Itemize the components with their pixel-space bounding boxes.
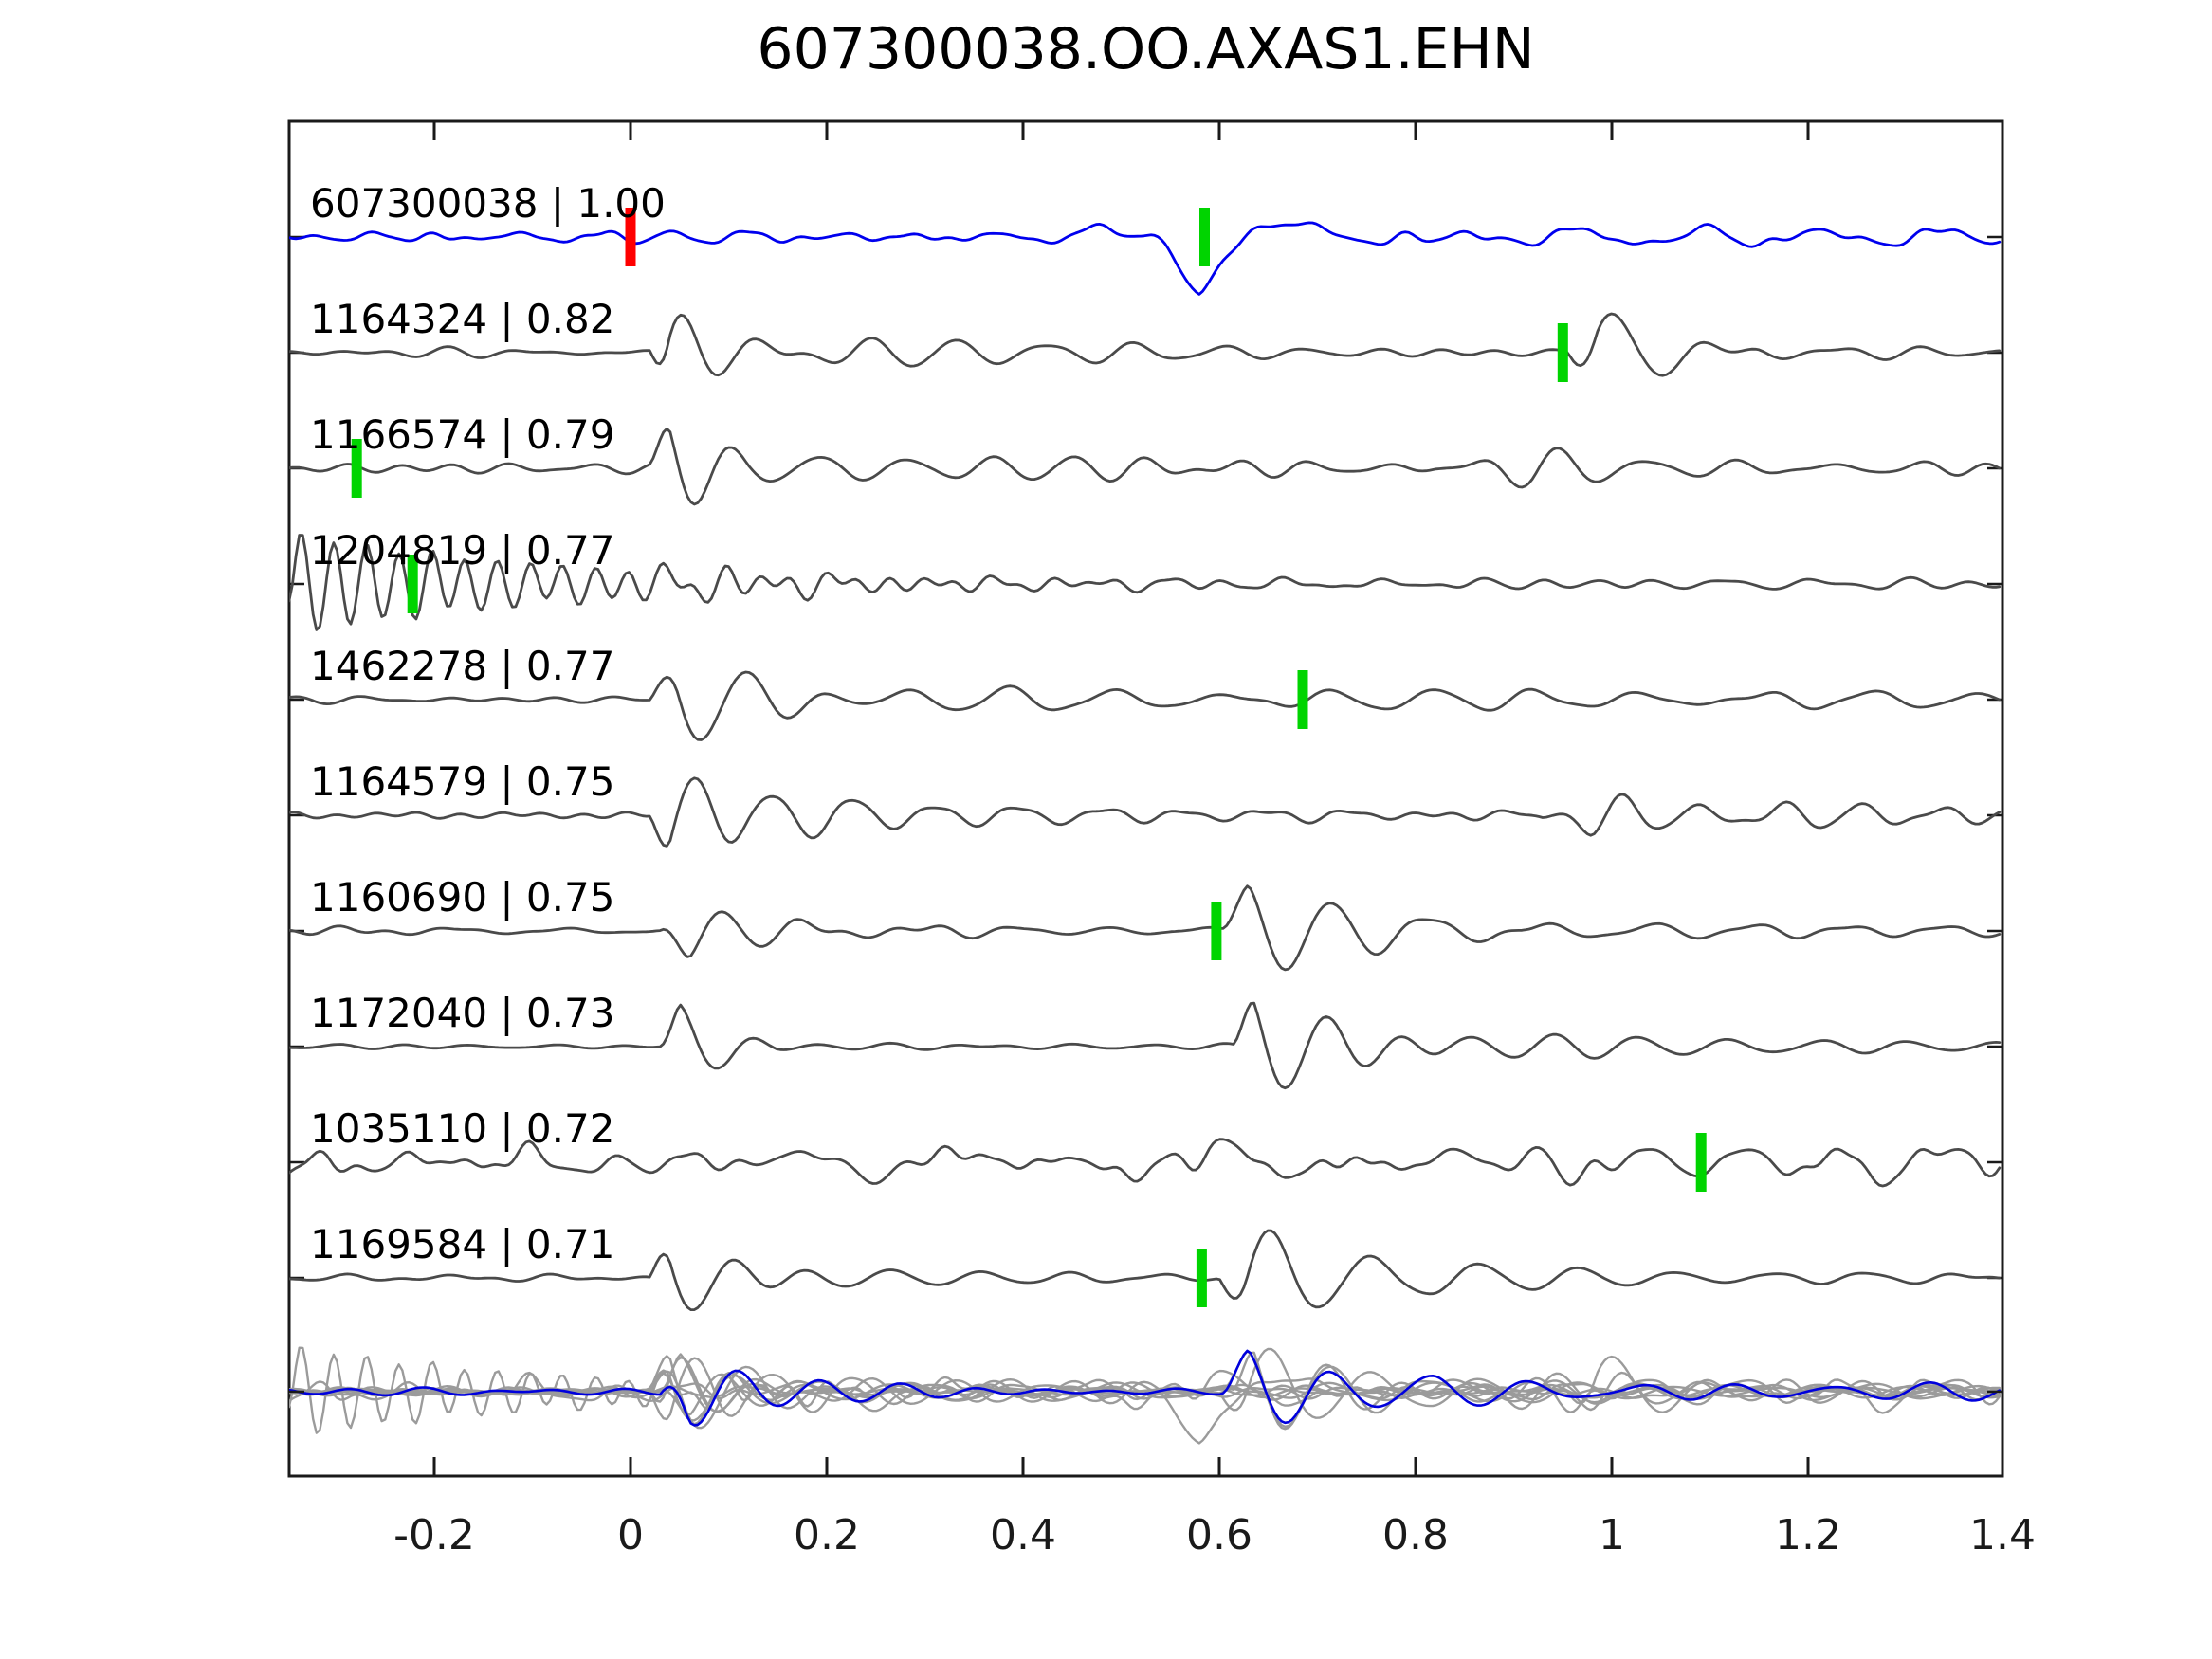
trace-label-1169584: 1169584 | 0.71 [310,1221,615,1267]
trace-row-1204819 [289,534,2002,631]
trace-label-1160690: 1160690 | 0.75 [310,874,615,921]
axes-border [287,119,2004,1478]
trace-row-607300038 [289,208,2002,296]
trace-label-1166574: 1166574 | 0.79 [310,411,615,458]
waveform-1169584 [289,1229,2002,1311]
x-tick-label: 0.4 [990,1511,1056,1559]
pick-marker-green [1211,902,1222,960]
pick-marker-green [1557,323,1568,382]
x-tick-label: 0 [617,1511,644,1559]
x-tick-label: -0.2 [393,1511,475,1559]
trace-label-1035110: 1035110 | 0.72 [310,1105,615,1152]
pick-marker-red [625,208,636,266]
overlay-stack [289,1346,2002,1445]
x-tick-label: 1.2 [1775,1511,1841,1559]
trace-row-1035110 [289,1133,2002,1192]
trace-label-1204819: 1204819 | 0.77 [310,527,615,574]
pick-marker-green [1196,1249,1207,1307]
x-tick-label: 0.2 [794,1511,860,1559]
pick-marker-green [1297,670,1308,729]
trace-row-1160690 [289,884,2002,972]
trace-label-607300038: 607300038 | 1.00 [310,180,666,227]
trace-row-1172040 [289,1001,2002,1090]
x-tick-label: 0.6 [1186,1511,1252,1559]
trace-label-1164579: 1164579 | 0.75 [310,758,615,805]
trace-row-1164579 [289,776,2002,848]
waveform-607300038 [289,221,2002,296]
trace-label-1462278: 1462278 | 0.77 [310,643,615,689]
waveform-1204819 [289,534,2002,631]
x-tick-label: 1 [1599,1511,1625,1559]
trace-label-1172040: 1172040 | 0.73 [310,990,615,1036]
pick-marker-green [407,555,418,613]
waveform-1035110 [289,1138,2002,1188]
pick-marker-green [1199,208,1210,266]
waveform-1160690 [289,884,2002,972]
trace-row-1164324 [289,312,2002,382]
figure-title: 607300038.OO.AXAS1.EHN [757,16,1535,82]
trace-row-1462278 [289,670,2002,741]
waveform-1164579 [289,776,2002,848]
waveform-1172040 [289,1001,2002,1090]
trace-label-1164324: 1164324 | 0.82 [310,296,615,342]
trace-row-1166574 [289,427,2002,506]
waveform-1462278 [289,670,2002,741]
overlay-template-waveform [289,1349,2002,1427]
waveform-1166574 [289,427,2002,506]
pick-marker-green [351,439,362,498]
x-tick-label: 0.8 [1382,1511,1449,1559]
x-tick-label: 1.4 [1969,1511,2036,1559]
trace-row-1169584 [289,1229,2002,1311]
pick-marker-green [1695,1133,1707,1192]
waveform-1164324 [289,312,2002,377]
